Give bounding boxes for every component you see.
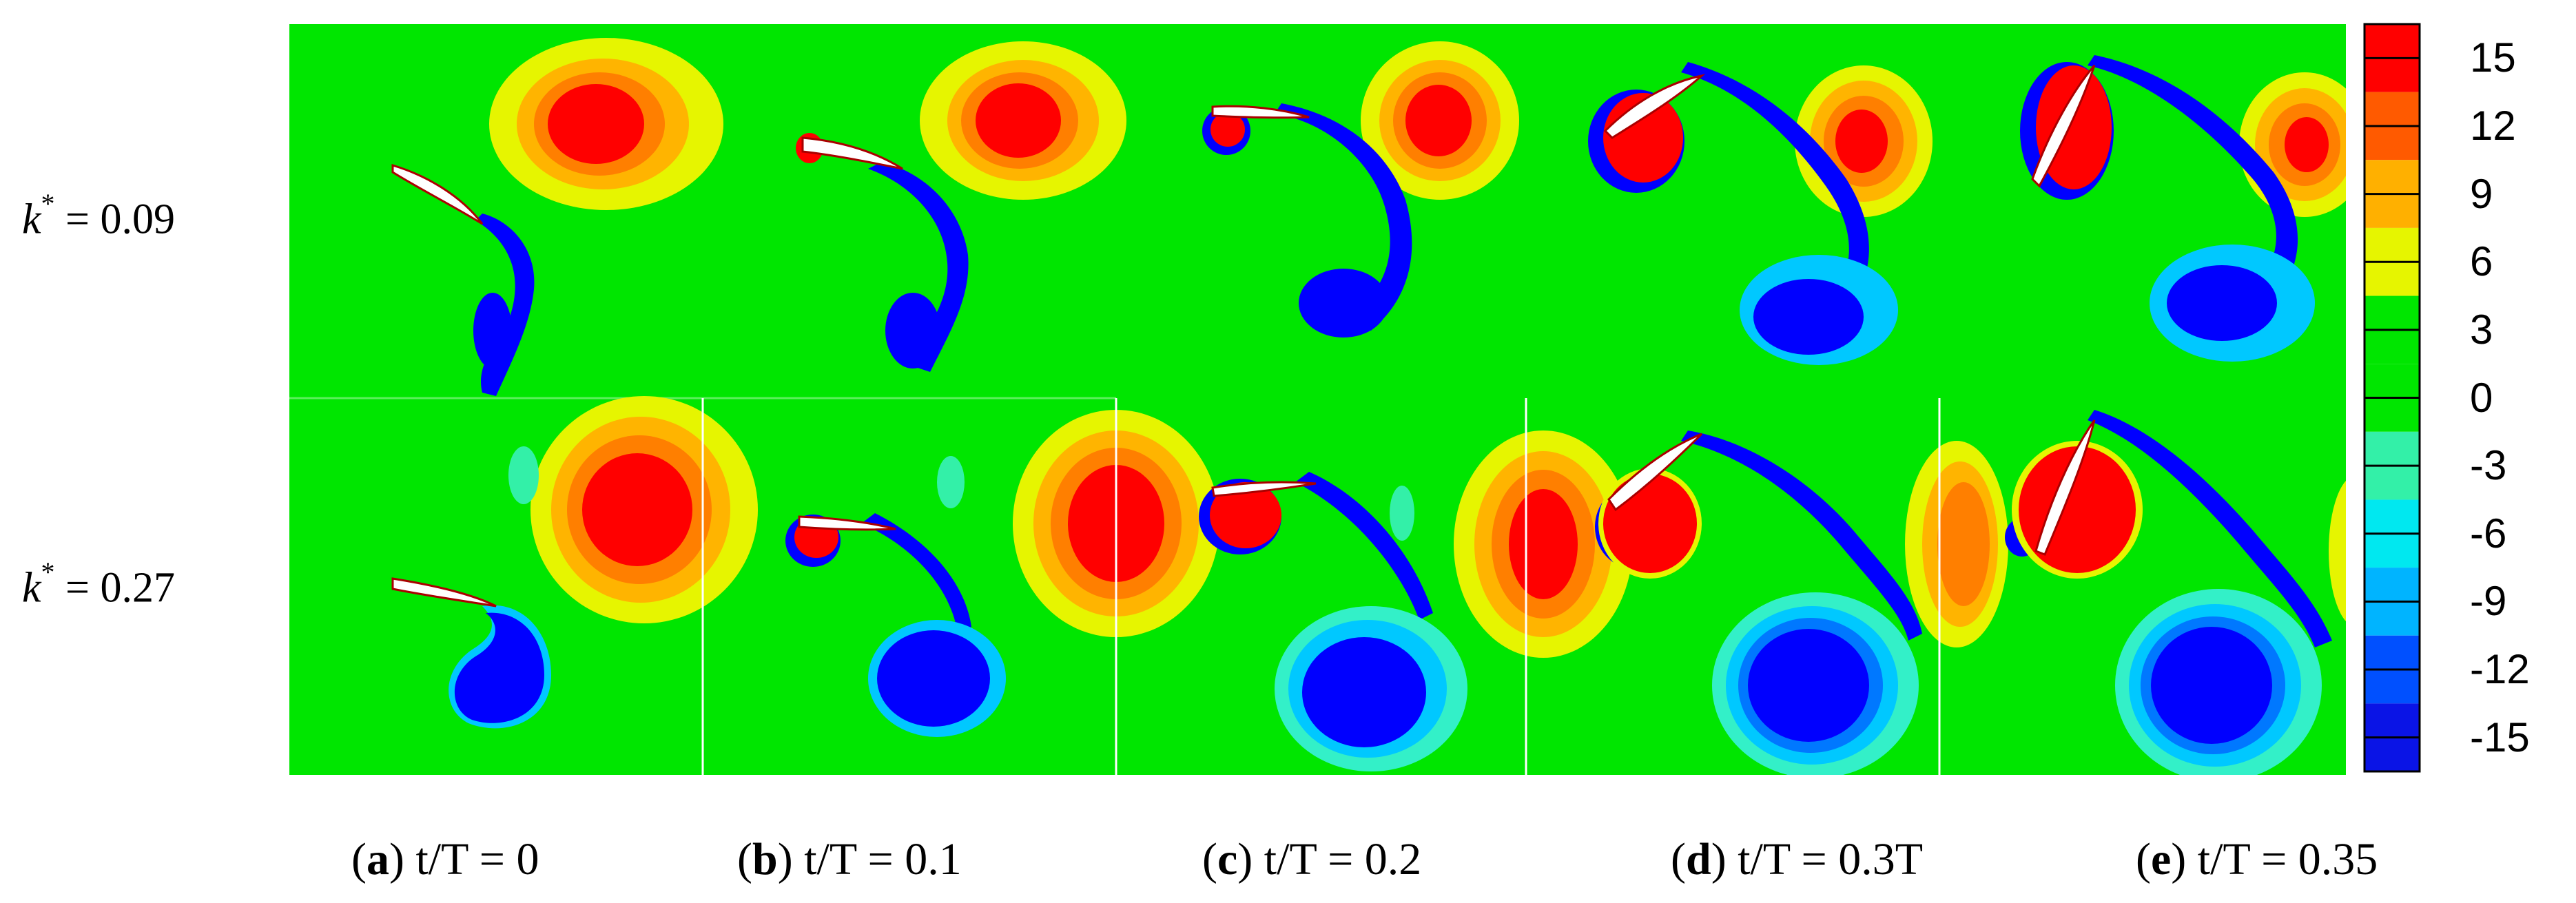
negative-vortex bbox=[2151, 627, 2272, 744]
positive-vortex bbox=[1454, 430, 1633, 658]
colorbar-tick-label: 6 bbox=[2470, 238, 2493, 285]
colorbar-tick-label: -3 bbox=[2470, 442, 2507, 489]
row-label-symbol: k bbox=[22, 564, 41, 612]
airfoil bbox=[2034, 419, 2096, 556]
airfoil bbox=[391, 577, 497, 608]
colorbar-tick-label: -15 bbox=[2470, 714, 2530, 760]
negative-vortex bbox=[885, 293, 940, 369]
positive-vortex bbox=[1905, 441, 2008, 647]
positive-vortex bbox=[2239, 72, 2346, 217]
colorbar-tick-label: 3 bbox=[2470, 306, 2493, 353]
negative-vortex bbox=[877, 630, 990, 727]
airfoil bbox=[801, 136, 903, 170]
panel-c-row2 bbox=[1199, 430, 1633, 771]
colorbar-tick-label: -6 bbox=[2470, 510, 2507, 557]
colorbar-tick-label: 9 bbox=[2470, 170, 2493, 217]
colorbar-tick-lines bbox=[2364, 56, 2420, 739]
negative-vortex bbox=[1299, 269, 1388, 338]
row-label-sup: * bbox=[41, 188, 55, 219]
row-label-symbol: k bbox=[22, 196, 41, 243]
caption-text: t/T = 0 bbox=[415, 834, 539, 884]
negative-vortex bbox=[2167, 265, 2277, 341]
row-label-sup: * bbox=[41, 557, 55, 588]
colorbar-tick-label: -9 bbox=[2470, 578, 2507, 625]
airfoil bbox=[1607, 433, 1703, 512]
colorbar-tick-label: -12 bbox=[2470, 646, 2530, 693]
caption-text: t/T = 0.3T bbox=[1738, 834, 1924, 884]
positive-vortex bbox=[1361, 41, 1519, 200]
negative-vortex bbox=[473, 293, 512, 369]
caption-text: t/T = 0.2 bbox=[1264, 834, 1422, 884]
caption-text: t/T = 0.35 bbox=[2197, 834, 2378, 884]
negative-vortex bbox=[1748, 629, 1869, 742]
caption-letter: d bbox=[1685, 834, 1711, 884]
colorbar-tick-label: 0 bbox=[2470, 374, 2493, 421]
positive-vortex bbox=[530, 396, 758, 623]
caption-letter: a bbox=[366, 834, 389, 884]
positive-vortex bbox=[920, 41, 1126, 200]
positive-vortex bbox=[489, 38, 723, 210]
negative-shear-layer bbox=[1295, 472, 1433, 620]
row-label-2: k* = 0.27 bbox=[22, 557, 175, 613]
airfoil bbox=[1211, 481, 1317, 497]
airfoil bbox=[391, 163, 484, 225]
caption-d: (d) t/T = 0.3T bbox=[1671, 834, 1924, 884]
caption-text: t/T = 0.1 bbox=[804, 834, 962, 884]
airfoil bbox=[798, 515, 896, 531]
negative-shear-layer bbox=[475, 214, 535, 396]
positive-vortex bbox=[2329, 481, 2346, 621]
panel-a-row1 bbox=[391, 38, 723, 396]
colorbar-tick-label: 15 bbox=[2470, 34, 2516, 81]
panel-b-row1 bbox=[796, 41, 1126, 372]
panel-e-row2 bbox=[2005, 410, 2346, 775]
negative-shear-layer bbox=[1275, 103, 1412, 331]
caption-a: (a) t/T = 0 bbox=[351, 834, 539, 884]
negative-vortex bbox=[1302, 637, 1426, 747]
negative-shear-layer bbox=[2088, 410, 2332, 647]
row-label-1: k* = 0.09 bbox=[22, 188, 175, 245]
panel-d-row2 bbox=[1595, 430, 2008, 775]
caption-letter: b bbox=[752, 834, 778, 884]
panel-d-row1 bbox=[1588, 62, 1933, 365]
row-label-value: = 0.27 bbox=[65, 564, 175, 612]
caption-e: (e) t/T = 0.35 bbox=[2136, 834, 2378, 884]
panel-a-row2 bbox=[391, 396, 758, 729]
caption-c: (c) t/T = 0.2 bbox=[1202, 834, 1422, 884]
row-label-value: = 0.09 bbox=[65, 196, 175, 243]
airfoil bbox=[1603, 74, 1706, 139]
colorbar-tick-label: 12 bbox=[2470, 102, 2516, 149]
caption-letter: e bbox=[2150, 834, 2172, 884]
panel-c-row1 bbox=[1202, 41, 1519, 338]
negative-vortex bbox=[454, 612, 544, 723]
negative-vortex bbox=[1753, 279, 1864, 355]
caption-b: (b) t/T = 0.1 bbox=[737, 834, 962, 884]
airfoil bbox=[1211, 105, 1310, 119]
negative-shear-layer bbox=[868, 162, 969, 372]
caption-letter: c bbox=[1217, 834, 1238, 884]
airfoil bbox=[2031, 65, 2096, 188]
panel-e-row1 bbox=[2020, 55, 2346, 362]
